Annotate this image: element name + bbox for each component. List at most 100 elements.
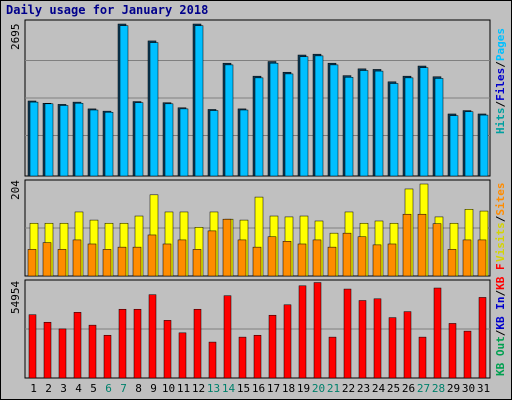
bar-kbytes-day-19 <box>298 285 307 379</box>
bar-sites-day-5 <box>87 243 97 277</box>
right-legend-2: Visits/Sites <box>494 183 507 263</box>
bar-kbytes-day-15 <box>238 336 247 379</box>
bar-sites-day-10 <box>162 243 172 277</box>
bar-hits-day-28 <box>434 78 444 177</box>
bar-hits-day-19 <box>299 56 309 177</box>
bar-sites-day-23 <box>357 236 367 277</box>
day-label-1: 1 <box>30 382 37 395</box>
bar-sites-day-27 <box>417 213 427 277</box>
bar-kbytes-day-4 <box>73 312 82 379</box>
day-label-20: 20 <box>312 382 325 395</box>
bar-kbytes-day-5 <box>88 324 97 379</box>
bar-kbytes-day-3 <box>58 328 67 379</box>
bar-hits-day-8 <box>134 102 144 177</box>
bar-kbytes-day-30 <box>463 330 472 379</box>
bar-kbytes-day-12 <box>193 308 202 379</box>
bar-sites-day-9 <box>147 234 157 277</box>
bar-kbytes-day-16 <box>253 334 262 379</box>
day-label-3: 3 <box>60 382 67 395</box>
bar-sites-day-20 <box>312 239 322 277</box>
bar-hits-day-1 <box>29 101 39 177</box>
bar-kbytes-day-9 <box>148 294 157 379</box>
bar-hits-day-6 <box>104 112 114 177</box>
day-label-15: 15 <box>237 382 250 395</box>
bar-hits-day-4 <box>74 102 84 177</box>
bar-hits-day-26 <box>404 77 414 177</box>
bar-kbytes-day-18 <box>283 304 292 379</box>
bar-kbytes-day-11 <box>178 332 187 379</box>
bar-hits-day-2 <box>44 103 54 177</box>
bar-sites-day-8 <box>132 246 142 277</box>
bar-kbytes-day-22 <box>343 288 352 379</box>
day-label-5: 5 <box>90 382 97 395</box>
right-legend-3-part-4: KB F <box>494 263 507 290</box>
bar-sites-day-15 <box>237 239 247 277</box>
day-label-12: 12 <box>192 382 205 395</box>
max-label-panel-1: 2695 <box>9 24 22 51</box>
day-label-13: 13 <box>207 382 220 395</box>
bar-kbytes-day-24 <box>373 298 382 379</box>
chart-title: Daily usage for January 2018 <box>6 3 209 17</box>
right-legend-1-part-1: / <box>494 101 507 108</box>
bar-sites-day-6 <box>102 249 112 277</box>
right-legend-1-part-2: Files <box>494 68 507 101</box>
bar-kbytes-day-6 <box>103 334 112 379</box>
day-label-19: 19 <box>297 382 310 395</box>
bar-kbytes-day-28 <box>433 287 442 379</box>
bar-kbytes-day-1 <box>28 314 37 379</box>
day-label-6: 6 <box>105 382 112 395</box>
bar-sites-day-7 <box>117 246 127 277</box>
bar-hits-day-29 <box>449 115 459 177</box>
bar-sites-day-22 <box>342 232 352 277</box>
day-label-9: 9 <box>150 382 157 395</box>
day-label-31: 31 <box>477 382 490 395</box>
bar-hits-day-10 <box>164 103 174 177</box>
bar-kbytes-day-8 <box>133 308 142 379</box>
bar-hits-day-12 <box>194 25 204 177</box>
bar-sites-day-28 <box>432 223 442 277</box>
max-label-panel-2: 204 <box>9 180 22 200</box>
right-legend-3-part-1: / <box>494 329 507 336</box>
bar-hits-day-22 <box>344 77 354 177</box>
right-legend-3: KB Out/KB In/KB F <box>494 263 507 376</box>
bar-hits-day-9 <box>149 42 159 177</box>
right-legend-2-part-2: Sites <box>494 183 507 216</box>
bar-hits-day-7 <box>119 25 129 177</box>
day-label-22: 22 <box>342 382 355 395</box>
bar-hits-day-20 <box>314 55 324 177</box>
bar-hits-day-24 <box>374 70 384 177</box>
day-label-30: 30 <box>462 382 475 395</box>
day-label-17: 17 <box>267 382 280 395</box>
bar-sites-day-4 <box>72 239 82 277</box>
bar-kbytes-day-29 <box>448 323 457 379</box>
bar-kbytes-day-20 <box>313 282 322 379</box>
day-label-21: 21 <box>327 382 340 395</box>
bar-sites-day-14 <box>222 218 232 277</box>
bar-hits-day-5 <box>89 109 99 177</box>
bar-kbytes-day-7 <box>118 308 127 379</box>
bar-hits-day-13 <box>209 110 219 177</box>
bar-sites-day-18 <box>282 241 292 277</box>
day-label-29: 29 <box>447 382 460 395</box>
bar-sites-day-30 <box>462 239 472 277</box>
bar-sites-day-2 <box>42 242 52 277</box>
right-legend-3-part-0: KB Out <box>494 336 507 376</box>
day-label-24: 24 <box>372 382 386 395</box>
right-legend-1-part-4: Pages <box>494 28 507 61</box>
day-label-11: 11 <box>177 382 190 395</box>
right-legend-1-part-0: Hits <box>494 108 507 135</box>
day-label-10: 10 <box>162 382 175 395</box>
day-label-8: 8 <box>135 382 142 395</box>
bar-kbytes-day-26 <box>403 311 412 379</box>
bar-hits-day-30 <box>464 111 474 177</box>
day-label-4: 4 <box>75 382 82 395</box>
bar-sites-day-3 <box>57 249 67 277</box>
bar-kbytes-day-31 <box>478 297 487 379</box>
right-legend-1-part-3: / <box>494 61 507 68</box>
day-label-7: 7 <box>120 382 127 395</box>
bar-kbytes-day-17 <box>268 314 277 379</box>
bar-sites-day-29 <box>447 249 457 277</box>
day-label-2: 2 <box>45 382 52 395</box>
bar-sites-day-19 <box>297 243 307 277</box>
bar-kbytes-day-21 <box>328 336 337 379</box>
